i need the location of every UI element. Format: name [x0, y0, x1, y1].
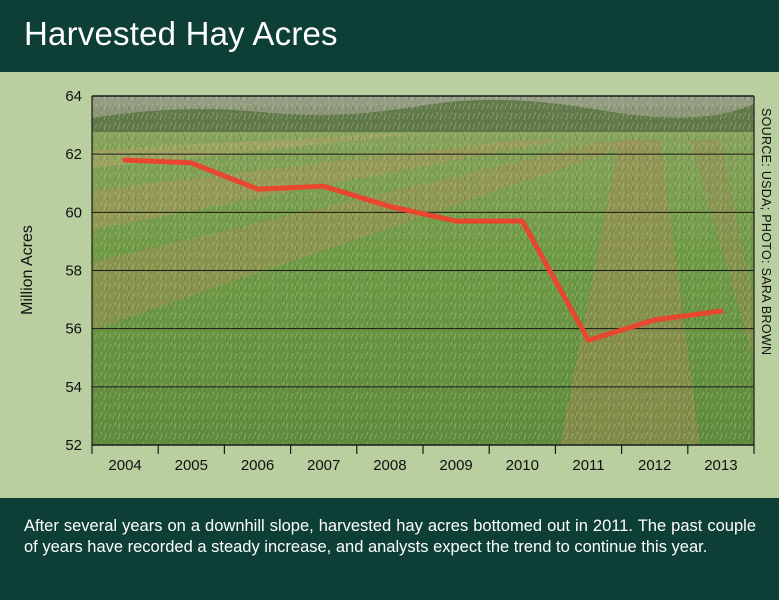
y-tick-label: 58 [65, 263, 82, 280]
y-tick-label: 60 [65, 204, 82, 221]
y-axis-label: Million Acres [19, 225, 36, 315]
y-tick-label: 54 [65, 379, 82, 396]
x-tick-label: 2010 [506, 457, 539, 474]
caption-text: After several years on a downhill slope,… [24, 517, 756, 556]
y-axis: 52 54 56 58 60 62 64 [65, 88, 82, 454]
y-tick-label: 64 [65, 88, 82, 105]
x-tick-label: 2007 [307, 457, 340, 474]
series-line [122, 157, 724, 343]
x-tick-label: 2012 [638, 457, 671, 474]
y-tick-label: 62 [65, 146, 82, 163]
x-tick-label: 2009 [439, 457, 472, 474]
x-tick-label: 2013 [704, 457, 737, 474]
x-tick-label: 2006 [241, 457, 274, 474]
footer-bar: After several years on a downhill slope,… [0, 498, 779, 600]
x-axis: 2004 2005 2006 2007 2008 2009 2010 2011 2012 2013 [91, 445, 755, 474]
x-tick-label: 2011 [572, 457, 604, 474]
x-tick-label: 2008 [373, 457, 406, 474]
x-tick-label: 2004 [108, 457, 141, 474]
header-bar: Harvested Hay Acres [0, 0, 779, 72]
y-tick-label: 52 [65, 437, 82, 454]
y-tick-label: 56 [65, 321, 82, 338]
source-note: SOURCE: USDA; PHOTO: SARA BROWN [759, 108, 773, 355]
x-tick-label: 2005 [175, 457, 208, 474]
page-title: Harvested Hay Acres [24, 15, 338, 52]
